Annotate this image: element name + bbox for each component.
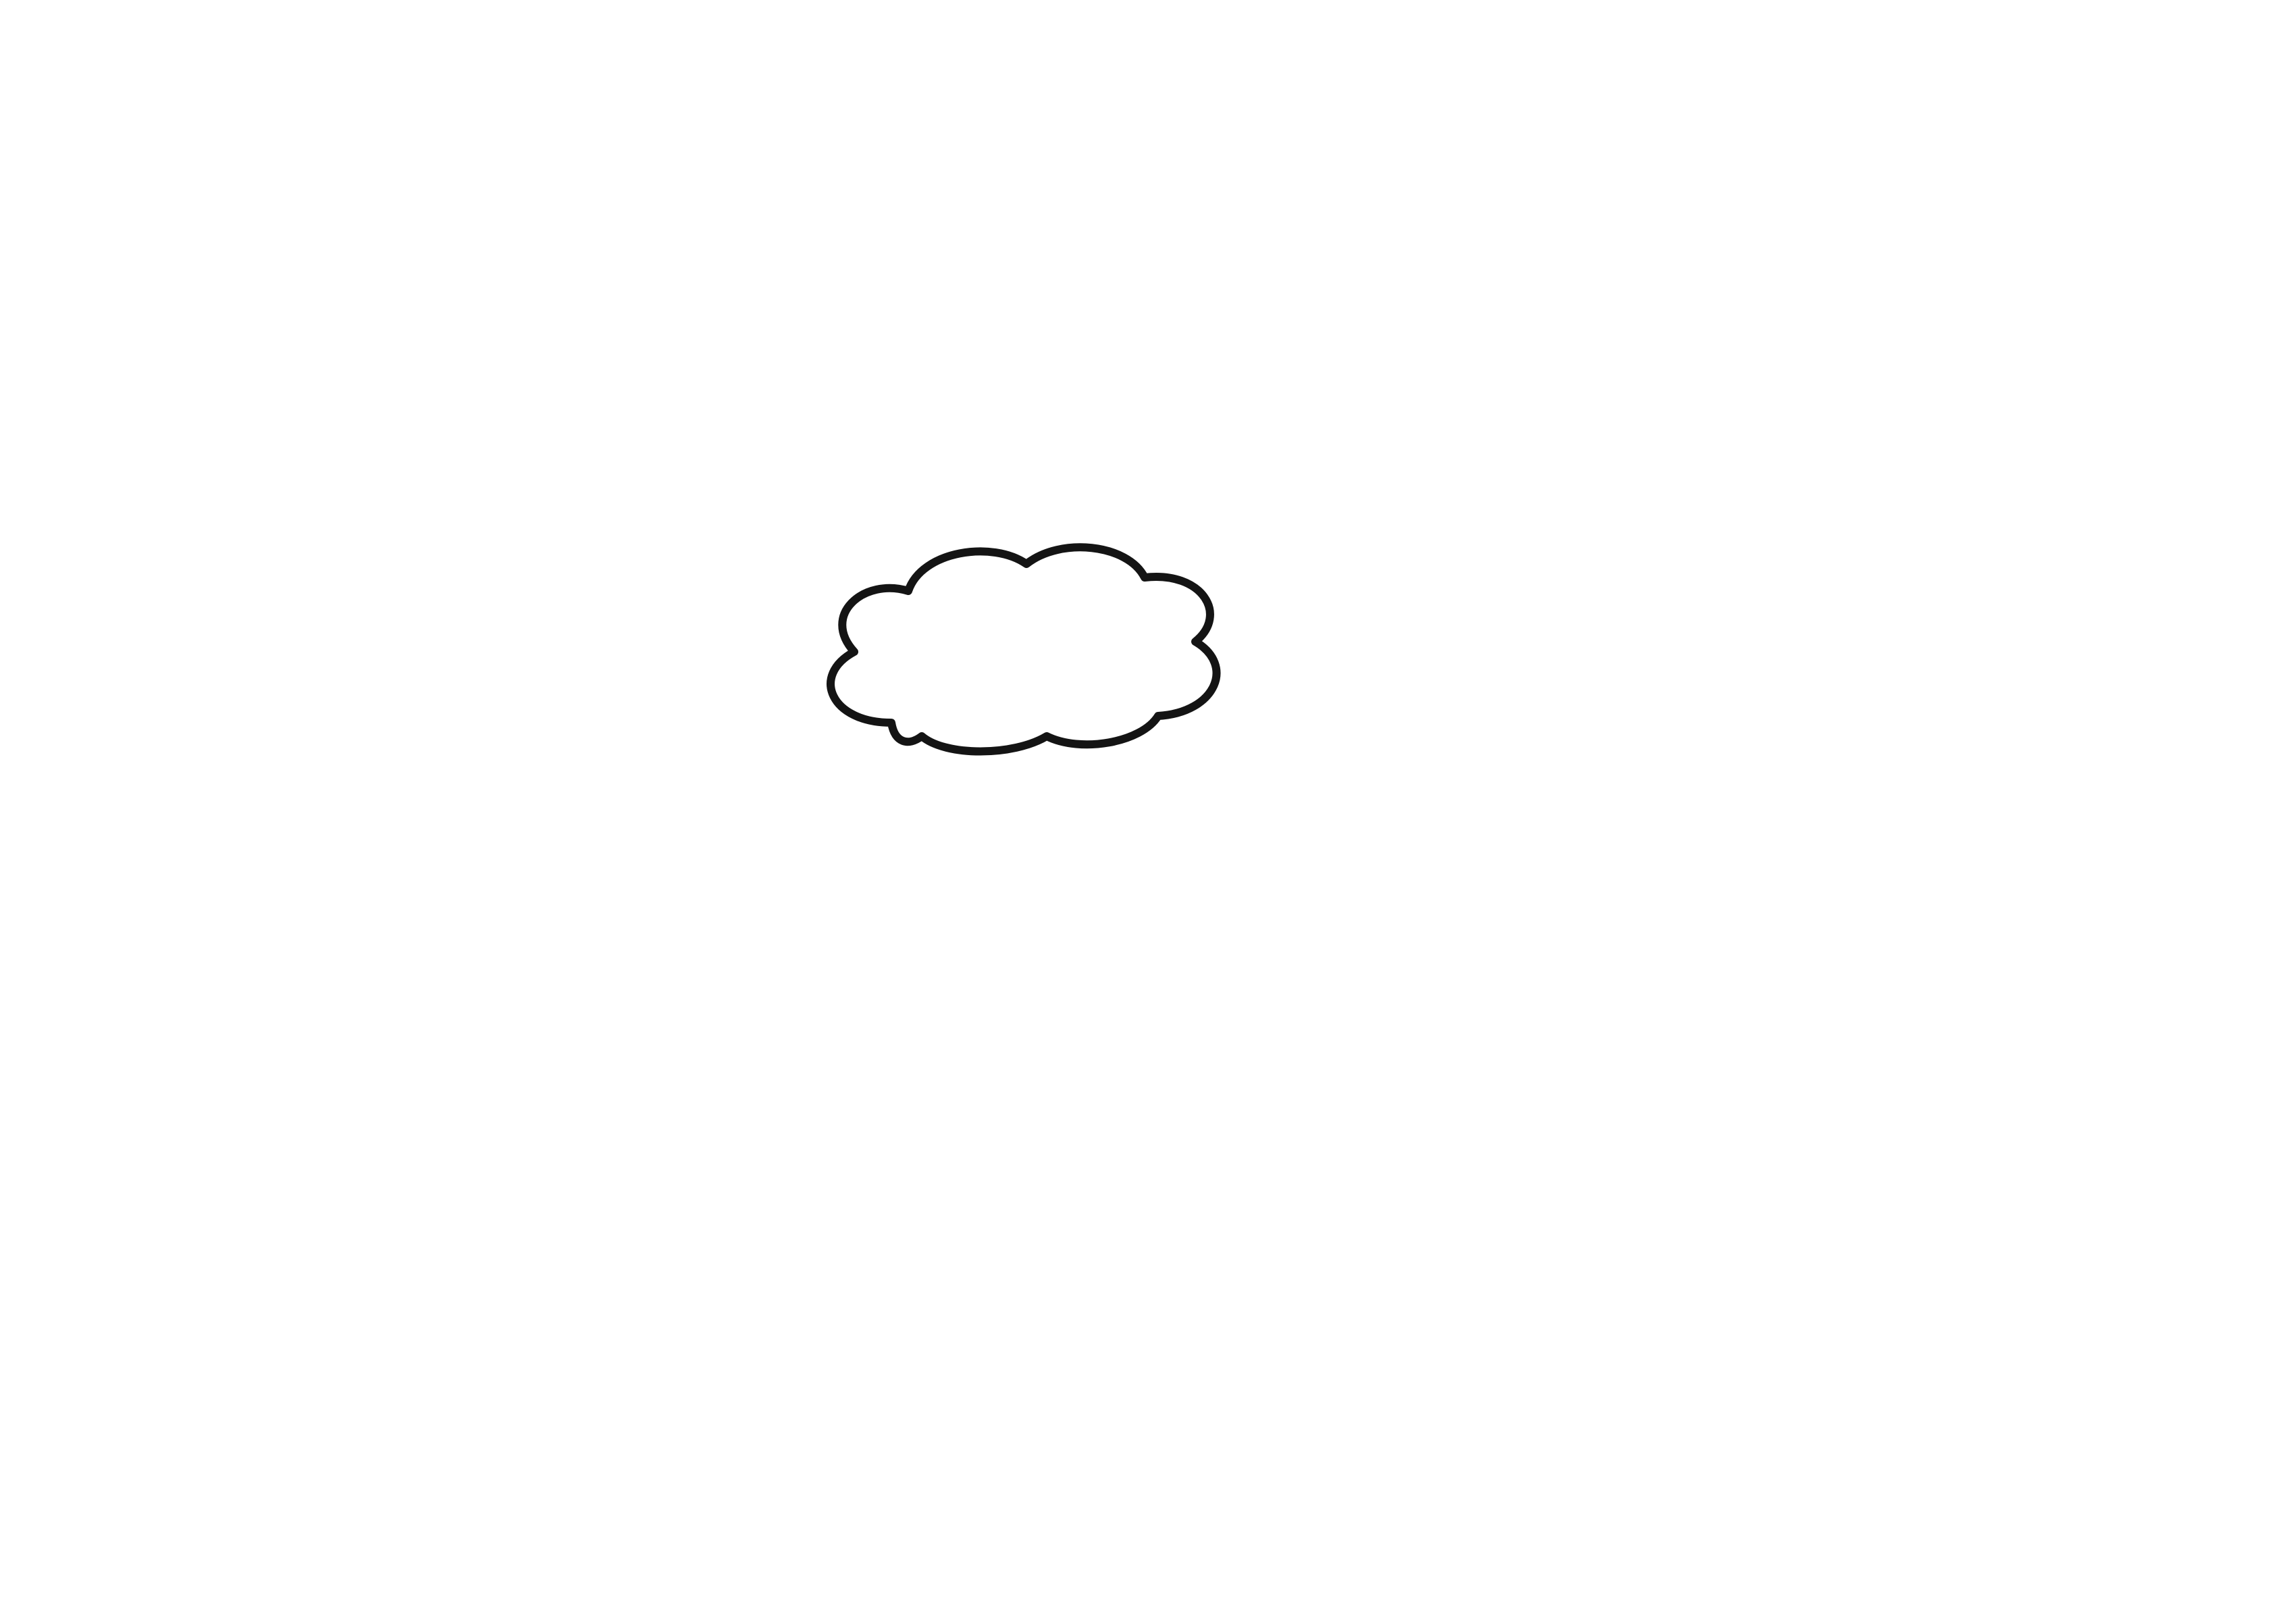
center-cloud bbox=[790, 520, 1249, 763]
page-title bbox=[790, 520, 1249, 763]
cloud-outline-icon bbox=[827, 543, 1221, 756]
